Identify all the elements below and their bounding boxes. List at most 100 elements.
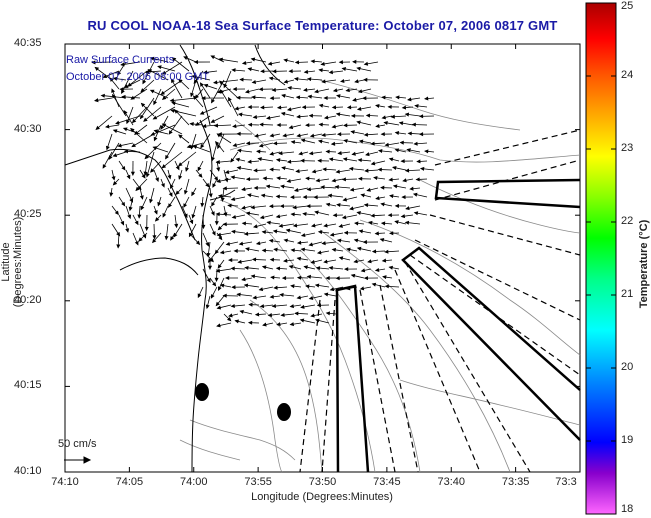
current-vector-head xyxy=(236,166,242,171)
current-vector-head xyxy=(266,220,271,225)
current-vector-head xyxy=(134,220,139,226)
current-vector-head xyxy=(161,70,167,75)
current-vector-head xyxy=(384,284,389,289)
current-vector-head xyxy=(253,185,258,190)
current-vector-head xyxy=(338,256,344,261)
current-vector-head xyxy=(152,146,158,151)
current-vector-head xyxy=(399,140,404,145)
current-vector-head xyxy=(320,61,325,66)
current-vector-head xyxy=(275,158,281,163)
current-vector-head xyxy=(353,259,358,264)
current-vector-head xyxy=(247,159,252,164)
current-vector-head xyxy=(234,319,239,324)
current-vector-head xyxy=(322,167,327,172)
current-vector xyxy=(168,115,183,135)
current-vector-head xyxy=(278,151,283,156)
current-vector-head xyxy=(153,100,158,106)
current-vector-head xyxy=(300,233,306,238)
current-vector-head xyxy=(235,157,240,162)
current-vector-head xyxy=(227,203,232,208)
current-vector-head xyxy=(356,66,361,71)
current-vector xyxy=(170,97,197,102)
current-vector-head xyxy=(140,205,145,211)
current-vector-head xyxy=(337,151,342,156)
current-vector-head xyxy=(269,133,274,138)
current-vector-head xyxy=(294,60,300,65)
current-vector-head xyxy=(231,285,236,290)
longitude-tick-label: 73:55 xyxy=(244,476,272,488)
current-vector-head xyxy=(157,65,162,70)
current-vector-head xyxy=(232,124,237,129)
current-vector-head xyxy=(140,102,146,108)
current-vector-head xyxy=(271,87,276,92)
current-vector-head xyxy=(321,132,326,138)
current-vector-head xyxy=(390,114,395,119)
current-vector-head xyxy=(400,214,406,219)
current-vector-head xyxy=(308,242,313,247)
current-vector-head xyxy=(325,149,330,154)
current-vector-head xyxy=(380,221,386,226)
current-vector-head xyxy=(261,265,267,270)
current-vector-head xyxy=(126,119,130,125)
current-vector-head xyxy=(161,123,167,128)
current-vector-head xyxy=(183,203,188,208)
current-vector-head xyxy=(171,101,176,106)
current-vector xyxy=(127,70,148,87)
current-vector-head xyxy=(200,202,205,208)
current-vector-head xyxy=(334,184,339,190)
current-vector-head xyxy=(362,96,367,101)
current-vector-head xyxy=(341,66,347,71)
current-vector-head xyxy=(265,184,271,189)
current-vector-head xyxy=(161,164,167,169)
current-vector-head xyxy=(352,59,357,64)
current-vector-head xyxy=(380,202,385,207)
current-vector-head xyxy=(173,232,178,238)
current-vector-head xyxy=(243,283,249,288)
current-vector-head xyxy=(109,77,114,82)
current-vector-head xyxy=(357,89,363,94)
current-vector-head xyxy=(352,97,357,102)
current-vector-head xyxy=(138,237,143,242)
current-vector-head xyxy=(236,95,241,100)
current-vector-head xyxy=(290,284,295,289)
current-vector-head xyxy=(362,240,367,245)
current-vector-head xyxy=(115,120,120,125)
current-vector-head xyxy=(218,235,223,241)
current-vector-head xyxy=(272,229,278,234)
scale-label: 50 cm/s xyxy=(58,438,97,450)
current-vector-head xyxy=(183,190,188,195)
current-vector-head xyxy=(309,133,315,138)
current-vector-head xyxy=(300,138,306,143)
current-vector-head xyxy=(365,113,371,118)
current-vector-head xyxy=(116,244,121,249)
current-vector-head xyxy=(310,59,315,64)
current-vector-head xyxy=(183,56,188,60)
current-vector-head xyxy=(363,276,368,281)
current-vector-head xyxy=(139,195,144,200)
current-vector-head xyxy=(371,282,377,287)
current-vector-head xyxy=(244,265,249,270)
station-marker xyxy=(195,383,209,401)
current-vector-head xyxy=(252,295,257,300)
colorbar-tick-label: 25 xyxy=(621,0,634,12)
current-vector-head xyxy=(331,105,337,110)
current-vector-head xyxy=(257,157,262,162)
current-vector-head xyxy=(145,172,150,178)
current-vector-head xyxy=(262,322,267,327)
current-vector-head xyxy=(217,286,222,291)
current-vector-head xyxy=(192,95,198,100)
current-vector-head xyxy=(169,98,175,103)
current-vector-head xyxy=(382,275,387,280)
current-vector-head xyxy=(329,287,335,292)
current-vector-head xyxy=(405,206,410,211)
current-vector-head xyxy=(225,241,231,246)
current-vector-head xyxy=(288,264,294,269)
current-vector-head xyxy=(306,204,311,209)
current-vector-head xyxy=(178,162,183,167)
current-vector-head xyxy=(208,193,213,198)
current-vector xyxy=(160,79,183,95)
station-marker xyxy=(277,403,291,421)
current-vector-head xyxy=(211,231,216,236)
current-vector-head xyxy=(360,193,365,198)
current-vector-head xyxy=(248,302,253,307)
